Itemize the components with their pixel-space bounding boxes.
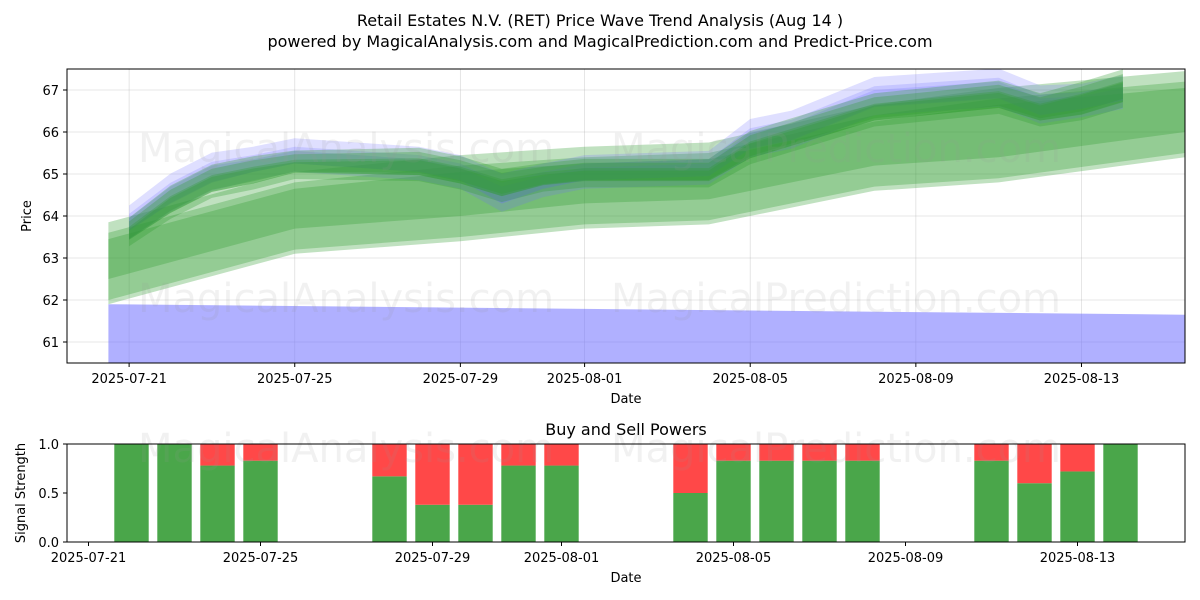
watermark: MagicalPrediction.com: [611, 426, 1061, 472]
sell-bar: [759, 444, 794, 461]
watermark: MagicalPrediction.com: [611, 276, 1061, 322]
signal-panel: Buy and Sell Powers MagicalAnalysis.com M…: [14, 420, 1186, 586]
watermark: MagicalAnalysis.com: [138, 426, 554, 472]
sell-bar: [372, 444, 407, 477]
sell-bar: [501, 444, 536, 466]
buy-bar: [1060, 471, 1095, 542]
signal-y-axis-label: Signal Strength: [14, 443, 29, 543]
buy-bar: [501, 465, 536, 542]
sell-bar: [1060, 444, 1095, 472]
signal-y-tick-label: 0.0: [38, 536, 59, 551]
blue-band: [129, 81, 1123, 240]
green-wide-band: [108, 87, 1185, 301]
green-band: [129, 81, 1123, 239]
chart-title-line1: Retail Estates N.V. (RET) Price Wave Tre…: [357, 11, 843, 30]
buy-bar: [1103, 444, 1138, 542]
sell-bar: [802, 444, 837, 461]
price-y-tick-label: 64: [42, 210, 59, 225]
signal-x-tick-label: 2025-07-29: [395, 551, 471, 566]
chart-title-line2: powered by MagicalAnalysis.com and Magic…: [267, 32, 932, 51]
price-y-tick-label: 61: [42, 336, 59, 351]
price-x-tick-label: 2025-08-01: [547, 372, 623, 387]
signal-x-tick-label: 2025-08-01: [524, 551, 600, 566]
buy-bar: [673, 493, 708, 542]
price-y-tick-label: 63: [42, 252, 59, 267]
blue-wide-band: [108, 304, 1185, 363]
price-y-tick-label: 66: [42, 126, 59, 141]
price-y-tick-label: 65: [42, 168, 59, 183]
price-y-axis-label: Price: [20, 200, 35, 232]
buy-bar: [243, 460, 278, 542]
signal-x-tick-label: 2025-08-13: [1040, 551, 1116, 566]
buy-bar: [415, 504, 450, 542]
price-x-tick-label: 2025-07-29: [423, 372, 499, 387]
price-y-tick-label: 62: [42, 294, 59, 309]
buy-bar: [114, 444, 149, 542]
signal-y-tick-label: 1.0: [38, 438, 59, 453]
price-x-axis-label: Date: [610, 392, 641, 407]
buy-bar: [458, 504, 493, 542]
sell-bar: [845, 444, 880, 461]
sell-bar: [415, 444, 450, 505]
signal-x-tick-label: 2025-08-09: [868, 551, 944, 566]
signal-x-axis-label: Date: [610, 571, 641, 586]
buy-bar: [372, 476, 407, 542]
buy-bar: [802, 460, 837, 542]
price-x-tick-label: 2025-07-21: [91, 372, 167, 387]
sell-bar: [544, 444, 579, 466]
sell-bar: [1017, 444, 1052, 484]
price-x-tick-label: 2025-08-05: [712, 372, 788, 387]
blue-band: [129, 68, 1123, 231]
buy-bar: [716, 460, 751, 542]
price-panel: MagicalAnalysis.com MagicalPrediction.com…: [20, 68, 1186, 407]
buy-bar: [845, 460, 880, 542]
green-wide-band: [108, 81, 1185, 279]
buy-bar: [974, 460, 1009, 542]
watermark: MagicalAnalysis.com: [138, 276, 554, 322]
green-wide-band: [108, 71, 1185, 305]
watermark: MagicalPrediction.com: [611, 126, 1061, 172]
sell-bar: [673, 444, 708, 493]
price-y-tick-label: 67: [42, 84, 59, 99]
price-x-tick-label: 2025-08-13: [1044, 372, 1120, 387]
signal-x-tick-label: 2025-07-21: [51, 551, 127, 566]
buy-bar: [544, 465, 579, 542]
watermark: MagicalAnalysis.com: [138, 126, 554, 172]
green-band: [129, 69, 1123, 240]
sell-bar: [243, 444, 278, 461]
sell-bar: [200, 444, 235, 466]
price-x-tick-label: 2025-08-09: [878, 372, 954, 387]
sell-bar: [716, 444, 751, 461]
green-band: [129, 82, 1123, 247]
signal-y-tick-label: 0.5: [38, 487, 59, 502]
green-band: [129, 74, 1123, 240]
buy-bar: [759, 460, 794, 542]
sell-bar: [974, 444, 1009, 461]
price-x-tick-label: 2025-07-25: [257, 372, 333, 387]
signal-panel-title: Buy and Sell Powers: [545, 420, 707, 439]
sell-bar: [458, 444, 493, 505]
buy-bar: [157, 444, 192, 542]
buy-bar: [200, 465, 235, 542]
signal-x-tick-label: 2025-07-25: [223, 551, 299, 566]
signal-x-tick-label: 2025-08-05: [696, 551, 772, 566]
blue-band: [129, 77, 1123, 231]
buy-bar: [1017, 483, 1052, 542]
